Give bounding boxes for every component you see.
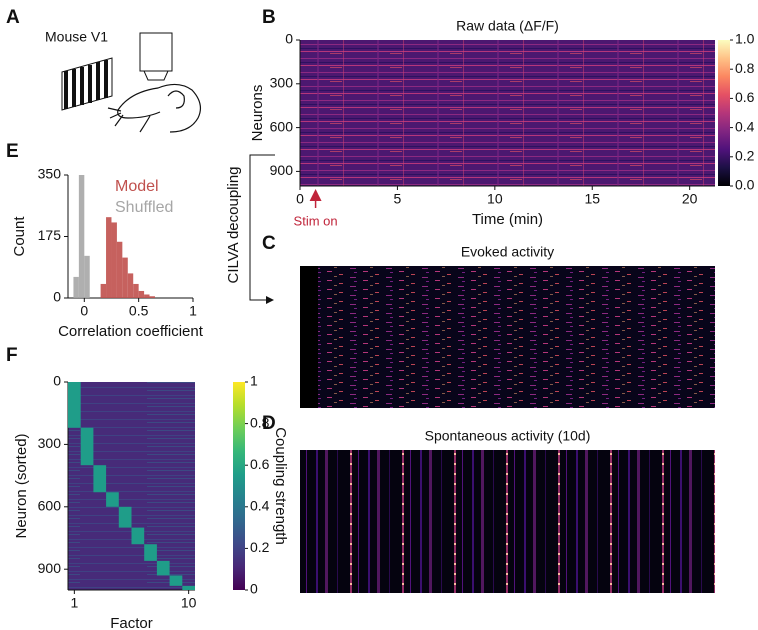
heatmap-texture <box>68 382 195 590</box>
histogram-bar <box>144 294 150 298</box>
histogram-bar <box>73 276 79 298</box>
y-tick-label: 900 <box>38 560 62 576</box>
heatmap-image <box>300 40 715 186</box>
panel-label: C <box>262 233 276 254</box>
x-axis-label: Time (min) <box>472 211 543 228</box>
y-tick-label: 350 <box>38 166 62 182</box>
histogram-bar <box>127 273 134 298</box>
decoupling-label: CILVA decoupling <box>225 166 242 283</box>
histogram-bar <box>106 217 112 298</box>
factor-block <box>169 575 183 586</box>
x-tick-label: 0.5 <box>129 303 149 319</box>
y-tick-label: 900 <box>270 162 294 178</box>
histogram-bar <box>133 283 139 298</box>
mouse <box>107 83 202 133</box>
colorbar-tick-label: 0.2 <box>250 539 270 555</box>
x-axis-label: Factor <box>110 615 153 630</box>
y-tick-label: 0 <box>285 31 293 47</box>
y-tick-label: 300 <box>38 435 62 451</box>
x-tick-label: 5 <box>394 191 402 207</box>
x-tick-label: 0 <box>80 303 88 319</box>
y-axis-label: Neuron (sorted) <box>13 433 30 538</box>
chart-title: Spontaneous activity (10d) <box>425 428 591 444</box>
heatmap-image <box>300 450 715 593</box>
colorbar <box>718 40 730 186</box>
x-tick-label: 20 <box>682 191 698 207</box>
legend-entry: Model <box>115 178 159 195</box>
panel-label: F <box>6 345 18 366</box>
y-axis-label: Neurons <box>249 85 266 142</box>
factor-block <box>80 427 94 466</box>
histogram-bar <box>78 175 85 298</box>
histogram-bar <box>138 290 145 298</box>
histogram-bar <box>116 241 123 298</box>
factor-block <box>156 560 170 576</box>
x-tick-label: 1 <box>70 595 78 611</box>
chart-title: Raw data (ΔF/F) <box>456 18 559 34</box>
y-tick-label: 0 <box>53 373 61 389</box>
schematic-label: Mouse V1 <box>45 29 108 45</box>
histogram-bar <box>111 222 117 298</box>
factor-block <box>93 465 107 493</box>
colorbar-tick-label: 0.4 <box>250 498 270 514</box>
y-tick-label: 600 <box>270 118 294 134</box>
histogram-bar <box>149 296 155 298</box>
heatmap-image <box>300 266 318 408</box>
heatmap-image <box>300 266 715 408</box>
colorbar-tick-label: 0.6 <box>250 456 270 472</box>
y-tick-label: 0 <box>53 289 61 305</box>
histogram-bar <box>122 257 128 298</box>
y-axis-label: Count <box>11 216 28 257</box>
x-tick-label: 0 <box>296 191 304 207</box>
histogram-bar <box>100 283 107 298</box>
panel-label: D <box>262 413 276 434</box>
factor-block <box>106 492 119 507</box>
panel-label: A <box>6 7 20 28</box>
colorbar-tick-label: 1 <box>250 373 258 389</box>
panel-label: B <box>262 7 276 28</box>
factor-block <box>68 382 81 428</box>
colorbar-tick-label: 0.4 <box>735 118 755 134</box>
y-tick-label: 300 <box>270 75 294 91</box>
colorbar-tick-label: 0.8 <box>250 414 270 430</box>
x-tick-label: 15 <box>584 191 600 207</box>
legend-entry: Shuffled <box>115 199 173 216</box>
factor-block <box>118 506 132 528</box>
colorbar-label: Coupling strength <box>272 427 289 545</box>
x-tick-label: 1 <box>189 303 197 319</box>
x-axis-label: Correlation coefficient <box>58 323 204 340</box>
x-tick-label: 10 <box>487 191 503 207</box>
decoupling-arrow <box>249 154 275 304</box>
panel-label: E <box>6 141 19 162</box>
chart-title: Evoked activity <box>461 244 554 260</box>
grating <box>61 57 113 111</box>
colorbar-tick-label: 0.6 <box>735 89 755 105</box>
colorbar-tick-label: 0.2 <box>735 148 755 164</box>
factor-block <box>144 544 157 561</box>
colorbar <box>233 382 245 590</box>
histogram-bar <box>84 255 90 298</box>
y-tick-label: 175 <box>38 227 62 243</box>
colorbar-tick-label: 0.0 <box>735 177 755 193</box>
microscope <box>139 32 173 81</box>
colorbar-tick-label: 1.0 <box>735 31 755 47</box>
factor-block <box>182 585 195 590</box>
colorbar-tick-label: 0 <box>250 581 258 597</box>
colorbar-tick-label: 0.8 <box>735 60 755 76</box>
factor-block <box>131 527 145 545</box>
annotation: Stim on <box>294 213 338 228</box>
y-tick-label: 600 <box>38 498 62 514</box>
x-tick-label: 10 <box>181 595 197 611</box>
